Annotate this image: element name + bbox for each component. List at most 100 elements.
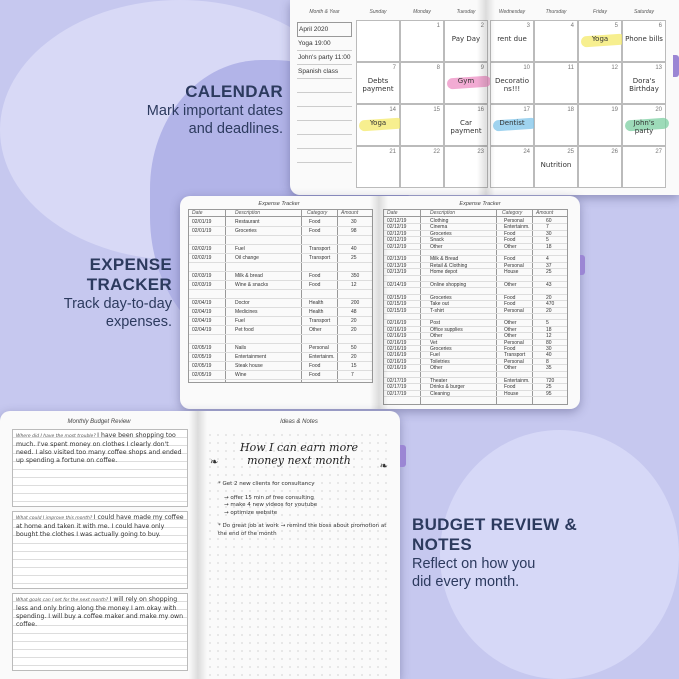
table-cell: Cinema [430,224,448,231]
table-cell: Food [504,294,516,301]
table-row: 02/17/19 Theater Entertainm. 720 [384,378,567,385]
calendar-day-cell[interactable]: 15 [400,104,444,146]
month-notes-column: April 2020 Yoga 19:00 John's party 11:00 Sp… [297,22,352,163]
calendar-day-cell[interactable]: 5 Yoga [578,20,626,62]
calendar-day-cell[interactable]: 19 [578,104,622,146]
review-text: I will rely on shopping less and only br… [16,596,184,628]
table-row: 02/03/19 Wine & snacks Food 12 [189,281,372,290]
day-header: Wednesday [498,9,526,15]
day-number: 12 [611,65,618,71]
calendar-day-cell[interactable]: 3 rent due [490,20,534,62]
calendar-day-cell[interactable]: 7 Debts payment [356,62,400,104]
feature-desc: Mark important dates and deadlines. [146,103,283,137]
table-cell: 4 [546,256,549,263]
table-cell: Transport [309,255,331,261]
table-row: 02/15/19 Take out Food 470 [384,301,567,308]
calendar-day-cell[interactable]: 8 [400,62,444,104]
table-cell: 02/13/19 [387,269,407,276]
table-row: 02/16/19 Toiletries Personal 8 [384,358,567,366]
table-cell: Food [504,384,516,391]
leaf-decoration-icon: ❧ [210,457,219,468]
column-header: Category [502,210,523,216]
table-cell: 02/03/19 [192,273,212,279]
table-cell: Entertainm. [504,224,530,231]
table-cell: Food [309,219,321,225]
calendar-day-cell[interactable]: 26 [578,146,622,188]
day-note: Gym [457,77,475,85]
month-note: April 2020 [297,22,352,37]
table-cell: 02/04/19 [192,318,212,324]
calendar-day-cell[interactable]: 2Pay Day [444,20,488,62]
day-note: rent due [497,35,527,43]
calendar-day-cell[interactable]: 9 Gym [444,62,492,104]
table-cell: Doctor [235,300,250,306]
calendar-day-cell[interactable]: 6 Phone bills [622,20,666,62]
note-line [297,121,352,135]
calendar-day-cell[interactable]: 16 Car payment [444,104,488,146]
calendar-day-cell[interactable]: 17 Dentist [490,104,538,146]
day-number: 7 [392,65,396,71]
table-cell: 20 [351,318,357,324]
calendar-day-cell[interactable]: 23 [444,146,488,188]
table-cell: 02/03/19 [192,282,212,288]
table-row: 02/13/19 Retail & Clothing Personal 37 [384,262,567,270]
calendar-day-cell[interactable]: 13 Dora's Birthday [622,62,666,104]
review-answer: What could I improve this month? I could… [13,512,187,588]
table-cell: 02/16/19 [387,326,407,333]
calendar-day-cell[interactable]: 18 [534,104,578,146]
table-cell: Food [309,273,321,279]
calendar-day-cell[interactable] [356,20,400,62]
calendar-day-cell[interactable]: 22 [400,146,444,188]
table-cell: 02/05/19 [192,345,212,351]
tab-marker [673,55,679,77]
calendar-day-cell[interactable]: 21 [356,146,400,188]
table-cell: 02/16/19 [387,358,407,365]
table-cell: 02/16/19 [387,333,407,340]
day-number: 9 [481,65,484,71]
table-cell: 02/02/19 [192,255,212,261]
table-cell: Personal [504,339,524,346]
table-cell: Food [309,363,321,369]
table-cell: 02/15/19 [387,307,407,314]
calendar-day-cell[interactable]: 27 [622,146,666,188]
table-cell: 30 [351,219,357,225]
day-header: Thursday [545,9,567,15]
calendar-day-cell[interactable]: 11 [534,62,578,104]
calendar-day-cell[interactable]: 14 Yoga [356,104,404,146]
page-title: Ideas & Notes [280,419,318,425]
month-note: John's party 11:00 [297,51,352,65]
table-cell: 02/14/19 [387,282,407,288]
calendar-day-cell[interactable]: 12 [578,62,622,104]
table-cell: Other [430,333,443,340]
table-cell: Retail & Clothing [430,262,468,269]
day-number: 6 [658,23,662,29]
table-cell: Groceries [430,346,452,352]
table-cell: 02/13/19 [387,256,407,263]
calendar-day-cell[interactable]: 20 John's party [622,104,670,146]
day-number: 16 [477,107,484,113]
calendar-day-cell[interactable]: 25 Nutrition [534,146,578,188]
table-cell: Food [309,282,321,288]
table-cell: 5 [546,320,549,327]
day-number: 23 [477,149,484,155]
calendar-day-cell[interactable]: 4 [534,20,578,62]
feature-desc: Reflect on how you did every month. [412,556,536,590]
column-divider [225,210,226,382]
table-cell: Groceries [430,294,452,301]
table-row [189,236,372,245]
column-header: Amount [341,210,359,216]
table-cell: Clothing [430,218,449,224]
table-cell: 02/12/19 [387,230,407,237]
table-cell: Food [504,256,516,263]
table-cell: Food [504,230,516,237]
table-cell: 35 [546,365,552,372]
calendar-day-cell[interactable]: 10 Decorations!!! [490,62,534,104]
table-row: 02/16/19 Vet Personal 80 [384,340,567,346]
table-cell: 02/16/19 [387,352,407,359]
calendar-day-cell[interactable]: 24 [490,146,534,188]
table-cell: Groceries [235,228,257,234]
table-row: 02/04/19 Medicines Health 48 [189,308,372,317]
calendar-day-cell[interactable]: 1 [400,20,444,62]
page-title: Expense Tracker [258,201,300,207]
table-cell: Other [309,327,322,333]
